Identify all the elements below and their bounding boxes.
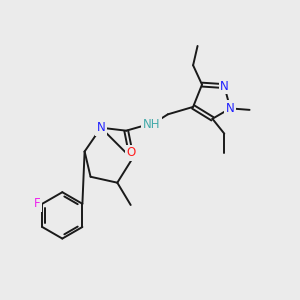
Text: F: F [34,197,40,210]
Text: O: O [126,146,135,160]
Text: NH: NH [143,118,160,131]
Text: N: N [220,80,229,93]
Text: N: N [226,102,235,115]
Text: N: N [97,121,105,134]
